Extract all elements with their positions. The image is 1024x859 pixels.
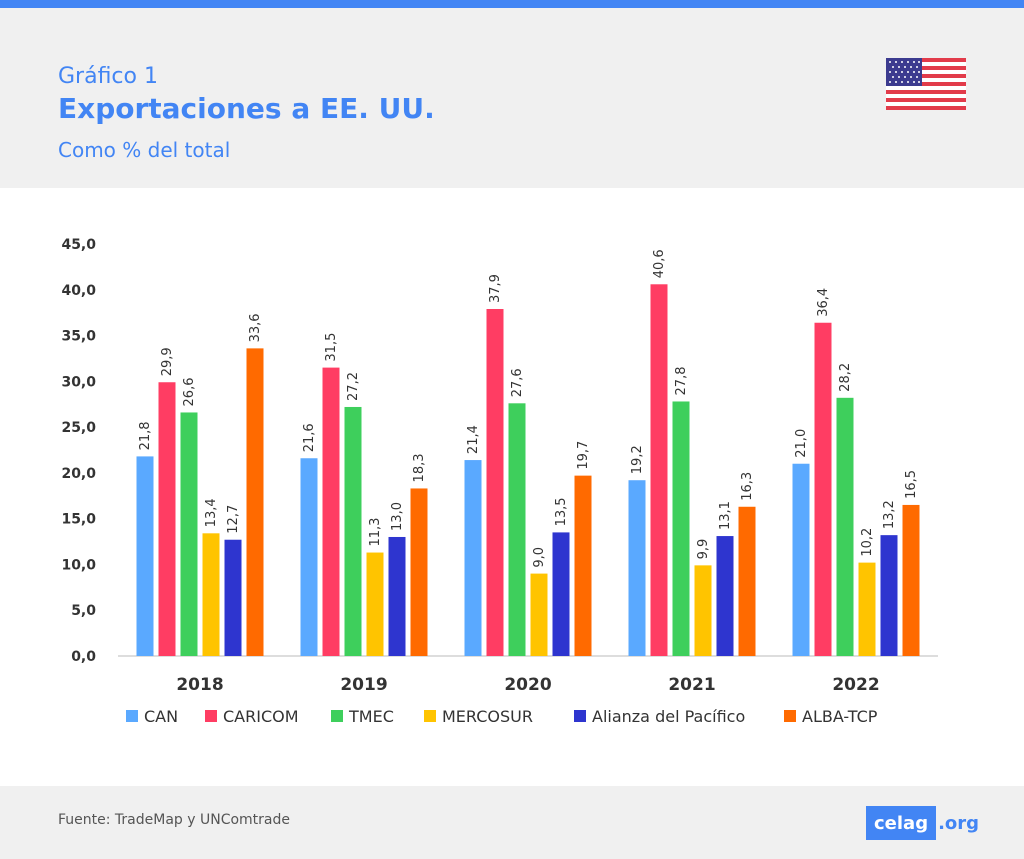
data-label: 10,2 — [860, 528, 875, 557]
data-label: 18,3 — [412, 454, 427, 483]
y-tick-label: 0,0 — [71, 649, 96, 665]
legend-swatch — [424, 710, 436, 722]
bar-caricom — [486, 309, 504, 656]
y-tick-label: 5,0 — [71, 603, 96, 619]
bar-alba-tcp — [410, 488, 428, 656]
data-label: 28,2 — [838, 363, 853, 392]
chart-subtitle: Como % del total — [58, 138, 231, 162]
data-label: 13,5 — [554, 497, 569, 526]
data-label: 21,4 — [466, 425, 481, 454]
data-label: 16,3 — [740, 472, 755, 501]
bar-can — [300, 458, 318, 656]
bar-tmec — [836, 397, 854, 656]
data-label: 13,1 — [718, 501, 733, 530]
data-label: 21,8 — [138, 421, 153, 450]
x-tick-label: 2018 — [176, 675, 223, 695]
y-tick-label: 40,0 — [61, 283, 96, 299]
y-tick-label: 20,0 — [61, 466, 96, 482]
data-label: 33,6 — [248, 313, 263, 342]
data-label: 31,5 — [324, 333, 339, 362]
legend-label: ALBA-TCP — [802, 707, 878, 726]
data-label: 13,4 — [204, 498, 219, 527]
data-label: 9,9 — [696, 539, 711, 560]
brand-ext: .org — [938, 812, 980, 834]
x-tick-label: 2020 — [504, 675, 551, 695]
data-label: 40,6 — [652, 249, 667, 278]
legend-label: TMEC — [348, 707, 394, 726]
legend-swatch — [126, 710, 138, 722]
data-label: 19,2 — [630, 445, 645, 474]
bar-alianza-del-pac-fico — [388, 536, 406, 656]
bar-chart: 0,0 5,0 10,0 15,0 20,0 25,0 30,0 35,0 40,0 45,0 21… — [61, 237, 938, 726]
top-accent-bar — [0, 0, 1024, 8]
legend-label: CAN — [144, 707, 178, 726]
data-label: 26,6 — [182, 378, 197, 407]
bar-caricom — [814, 322, 832, 656]
bar-alianza-del-pac-fico — [880, 535, 898, 656]
data-label: 37,9 — [488, 274, 503, 303]
bar-tmec — [672, 401, 690, 656]
bar-caricom — [158, 382, 176, 656]
bar-mercosur — [366, 552, 384, 656]
celag-logo[interactable]: celag .org — [866, 806, 979, 840]
y-tick-label: 10,0 — [61, 557, 96, 573]
bar-mercosur — [694, 565, 712, 656]
footer: Fuente: TradeMap y UNComtrade celag .org — [0, 786, 1024, 859]
bar-alianza-del-pac-fico — [716, 536, 734, 656]
x-tick-label: 2021 — [668, 675, 715, 695]
bar-tmec — [180, 412, 198, 656]
data-label: 13,0 — [390, 502, 405, 531]
chart-label: Gráfico 1 — [58, 64, 158, 89]
bar-can — [628, 480, 646, 656]
data-label: 21,6 — [302, 423, 317, 452]
data-label: 9,0 — [532, 547, 547, 568]
bar-tmec — [508, 403, 526, 656]
legend-swatch — [784, 710, 796, 722]
bar-alianza-del-pac-fico — [224, 539, 242, 656]
legend-label: CARICOM — [223, 707, 299, 726]
brand-main: celag — [866, 806, 937, 840]
data-label: 12,7 — [226, 505, 241, 534]
y-tick-label: 25,0 — [61, 420, 96, 436]
x-tick-label: 2019 — [340, 675, 387, 695]
bar-mercosur — [530, 573, 548, 656]
legend-label: Alianza del Pacífico — [592, 707, 745, 726]
data-label: 29,9 — [160, 347, 175, 376]
data-label: 36,4 — [816, 288, 831, 317]
bar-caricom — [322, 367, 340, 656]
bar-alba-tcp — [574, 475, 592, 656]
bar-alba-tcp — [246, 348, 264, 656]
bar-alba-tcp — [738, 506, 756, 656]
y-tick-label: 35,0 — [61, 329, 96, 345]
y-tick-label: 15,0 — [61, 512, 96, 528]
y-tick-label: 45,0 — [61, 237, 96, 253]
chart-title: Exportaciones a EE. UU. — [58, 92, 435, 125]
data-label: 16,5 — [904, 470, 919, 499]
bar-mercosur — [858, 562, 876, 656]
us-flag-icon — [886, 58, 966, 110]
bar-alba-tcp — [902, 504, 920, 656]
chart-header — [0, 8, 1024, 188]
legend-swatch — [331, 710, 343, 722]
bar-mercosur — [202, 533, 220, 656]
data-label: 27,6 — [510, 368, 525, 397]
data-label: 13,2 — [882, 500, 897, 529]
x-tick-label: 2022 — [832, 675, 879, 695]
data-label: 11,3 — [368, 518, 383, 547]
bar-caricom — [650, 284, 668, 656]
bar-can — [464, 460, 482, 656]
source-note: Fuente: TradeMap y UNComtrade — [58, 812, 290, 828]
legend-swatch — [205, 710, 217, 722]
data-label: 27,8 — [674, 367, 689, 396]
data-label: 21,0 — [794, 429, 809, 458]
bar-can — [792, 463, 810, 656]
data-label: 27,2 — [346, 372, 361, 401]
data-label: 19,7 — [576, 441, 591, 470]
y-tick-label: 30,0 — [61, 374, 96, 390]
legend-label: MERCOSUR — [442, 707, 533, 726]
bar-tmec — [344, 406, 362, 656]
legend-swatch — [574, 710, 586, 722]
bar-can — [136, 456, 154, 656]
bar-alianza-del-pac-fico — [552, 532, 570, 656]
